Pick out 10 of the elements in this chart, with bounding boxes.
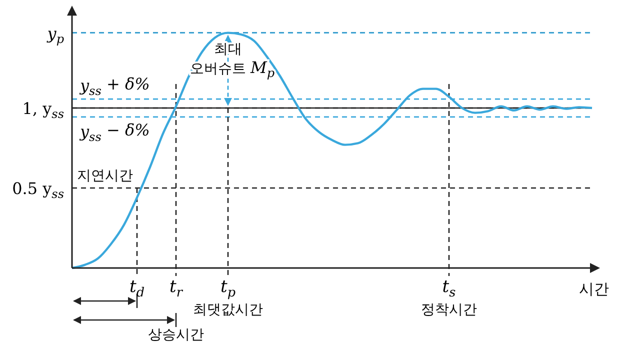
y-tick-label: y$_{p}$ (46, 24, 64, 46)
y-tick-label: 1, y$_{ss}$ (22, 99, 64, 122)
y-tick-label: 0.5 y$_{ss}$ (12, 179, 64, 202)
ref-line-label: y$_{ss}$ + δ% (79, 74, 150, 98)
ref-line-label: y$_{ss}$ − δ% (79, 120, 150, 144)
annotation: 지연시간 (77, 168, 133, 184)
x-axis-title: 시간 (579, 280, 609, 298)
x-tick-label: t$_{p}$ 최댓값시간 (193, 277, 263, 318)
x-tick-label: t$_{d}$ (129, 277, 145, 300)
x-tick-label: t$_{s}$ 정착시간 (421, 277, 477, 318)
